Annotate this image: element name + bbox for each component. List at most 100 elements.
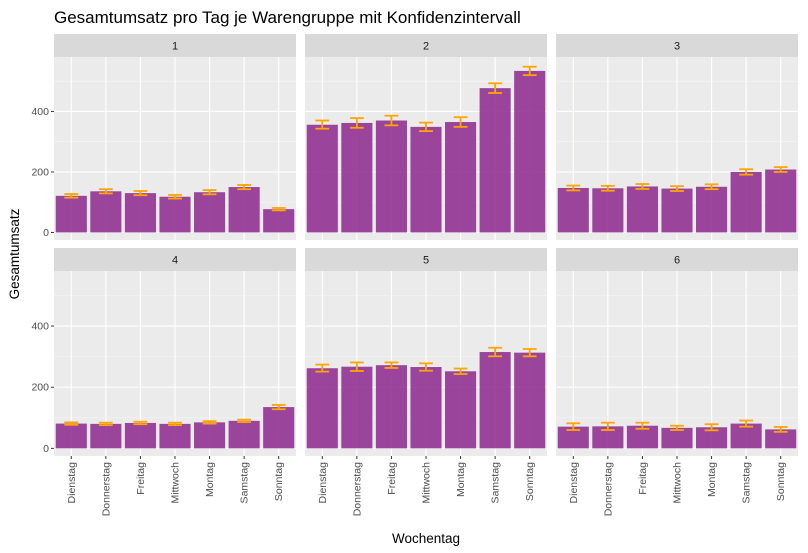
facet-strip-label: 2 [423,41,429,53]
error-bar [419,362,433,372]
x-tick-label: Freitag [637,462,649,495]
x-tick-label: Montag [455,462,467,497]
error-bar [168,421,182,427]
y-tick-label: 200 [31,166,49,178]
bar-donnerstag [90,191,122,233]
error-bar [64,193,79,199]
bar-mittwoch [661,188,693,233]
y-tick-label: 400 [31,321,49,333]
x-tick-label: Mittwoch [421,462,433,504]
error-bar [64,421,79,426]
bar-montag [445,371,477,449]
error-bar [237,184,252,191]
y-tick-label: 0 [43,443,49,455]
y-tick-label: 400 [31,106,49,118]
bar-sonntag [514,70,546,233]
error-bar [315,119,330,130]
bar-dienstag [55,195,87,233]
x-tick-label: Freitag [386,462,398,495]
error-bar [522,65,537,77]
x-tick-label: Montag [706,462,718,497]
facet-strip-label: 3 [674,41,680,53]
bar-sonntag [765,169,797,233]
x-tick-label: Donnerstag [602,462,614,516]
y-tick-label: 0 [43,227,49,239]
bar-mittwoch [410,126,442,233]
error-bar [168,194,182,200]
error-bar [202,420,217,425]
error-bar [384,114,399,127]
x-tick-label: Sonntag [524,462,536,501]
facet-panel-2: 2 [305,34,547,240]
y-tick-label: 200 [31,382,49,394]
x-tick-label: Montag [204,462,216,497]
x-tick-label: Dienstag [66,462,78,504]
error-bar [739,168,754,176]
error-bar [98,188,113,195]
error-bar [488,82,503,94]
x-tick-label: Samstag [490,462,502,504]
bar-samstag [730,171,762,233]
error-bar [704,423,719,432]
error-bar [419,121,433,133]
facet-panel-5: 5 Dienstag Donnerstag Freitag Mittwoch Montag… [305,248,547,516]
bar-sonntag [263,209,295,233]
facet-panel-6: 6 Dienstag Donnerstag Freitag Mittwoch Montag… [556,248,798,516]
error-bar [315,363,330,373]
bar-mittwoch [410,367,442,449]
error-bar [98,421,113,427]
bar-donnerstag [592,426,624,449]
x-axis-title: Wochentag [392,531,460,546]
x-tick-label: Sonntag [273,462,285,501]
bar-freitag [375,365,407,449]
error-bar [670,424,684,431]
x-tick-label: Mittwoch [672,462,684,504]
bar-dienstag [557,426,589,449]
bar-dienstag [306,124,338,233]
error-bar [600,421,615,431]
bar-sonntag [514,352,546,449]
error-bar [600,184,615,192]
facet-strip [556,248,798,271]
facet-panels: 1 0 200 400 2 3 4 0 200 400 Dienstag Donnerstag Frei… [31,34,798,516]
bar-freitag [626,186,658,233]
bar-dienstag [557,187,589,233]
facet-strip-label: 4 [172,255,178,267]
bar-montag [194,192,226,233]
x-tick-label: Freitag [135,462,147,495]
error-bar [488,346,503,358]
error-bar [773,166,788,173]
x-tick-label: Donnerstag [100,462,112,516]
bar-mittwoch [159,423,191,449]
facet-strip-label: 6 [674,255,680,267]
bar-donnerstag [341,122,373,233]
bar-montag [194,422,226,449]
facet-strip [305,248,547,271]
bar-mittwoch [159,196,191,233]
bar-montag [445,122,477,233]
error-bar [133,420,148,426]
facet-strip-label: 1 [172,41,178,53]
facet-strip [54,34,296,57]
bar-montag [696,427,728,449]
error-bar [704,183,719,191]
x-tick-label: Donnerstag [351,462,363,516]
facet-strip [556,34,798,57]
bar-donnerstag [90,423,122,449]
error-bar [453,367,468,375]
error-bar [522,348,537,358]
bar-samstag [228,187,260,233]
bar-dienstag [306,368,338,449]
bar-samstag [228,420,260,449]
error-bar [670,185,684,192]
error-bar [739,419,754,428]
error-bar [349,361,364,372]
bar-freitag [124,422,156,449]
x-tick-label: Samstag [741,462,753,504]
facet-strip [305,34,547,57]
error-bar [202,189,217,196]
bar-samstag [730,423,762,449]
x-tick-label: Samstag [239,462,251,504]
error-bar [133,190,148,197]
